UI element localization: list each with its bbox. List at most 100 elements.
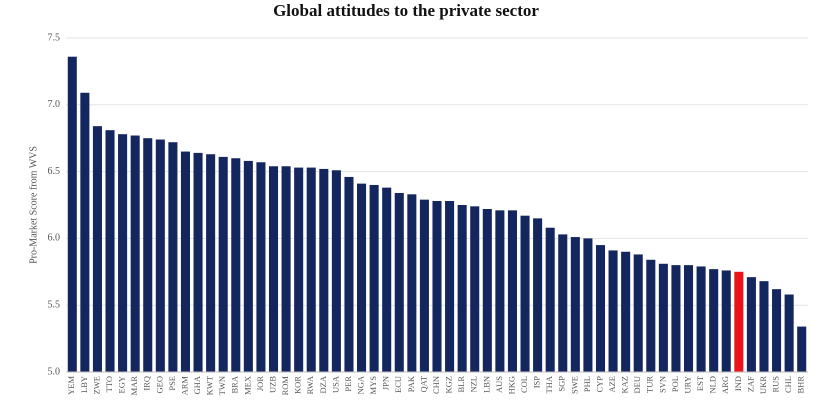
bar bbox=[180, 151, 191, 372]
bar bbox=[734, 271, 744, 372]
bar bbox=[709, 269, 719, 372]
y-tick-label: 6.5 bbox=[48, 166, 61, 177]
x-tick-label: NZL bbox=[469, 376, 479, 393]
bar bbox=[671, 265, 681, 372]
bar bbox=[797, 326, 807, 372]
bar bbox=[646, 259, 656, 372]
x-tick-label: NLD bbox=[708, 376, 718, 393]
bar bbox=[394, 192, 404, 372]
bar bbox=[658, 263, 668, 372]
bar bbox=[193, 152, 203, 372]
x-tick-label: TWN bbox=[217, 376, 227, 395]
bar bbox=[143, 138, 153, 372]
bar bbox=[67, 56, 77, 372]
bar bbox=[772, 289, 782, 372]
x-tick-label: PAK bbox=[406, 375, 416, 392]
x-tick-label: IND bbox=[733, 376, 743, 391]
y-tick-label: 7.5 bbox=[48, 32, 61, 43]
chart-title: Global attitudes to the private sector bbox=[273, 1, 539, 20]
x-tick-label: KWT bbox=[205, 375, 215, 395]
x-tick-label: ISP bbox=[532, 376, 542, 389]
y-tick-label: 6.0 bbox=[48, 233, 61, 244]
x-tick-label: UKR bbox=[758, 376, 768, 394]
x-tick-label: RUS bbox=[771, 376, 781, 393]
bar bbox=[319, 168, 329, 372]
x-tick-label: COL bbox=[519, 376, 529, 393]
bar bbox=[683, 265, 694, 372]
x-tick-label: CHL bbox=[783, 376, 793, 393]
bar bbox=[545, 227, 555, 372]
bar bbox=[520, 215, 530, 372]
bar bbox=[445, 200, 455, 372]
x-tick-label: TTO bbox=[104, 376, 114, 392]
bar bbox=[633, 254, 643, 372]
bar bbox=[533, 218, 543, 372]
bar bbox=[105, 130, 115, 372]
bar bbox=[344, 176, 354, 372]
x-tick-label: USA bbox=[330, 375, 340, 393]
y-tick-label: 5.5 bbox=[48, 299, 61, 310]
y-axis-label: Pro-Market Score from WVS bbox=[28, 146, 39, 264]
x-tick-label: RWA bbox=[305, 375, 315, 394]
bar bbox=[118, 134, 128, 372]
x-tick-label: GEO bbox=[154, 376, 164, 393]
x-tick-label: ARG bbox=[720, 376, 730, 394]
bar bbox=[507, 210, 517, 372]
x-tick-label: KOR bbox=[293, 376, 303, 394]
x-tick-label: MYS bbox=[368, 376, 378, 395]
bar bbox=[294, 167, 304, 372]
x-tick-label: ZAF bbox=[745, 376, 755, 392]
bar bbox=[784, 294, 794, 372]
x-tick-label: AZE bbox=[607, 376, 617, 393]
bar bbox=[206, 154, 216, 372]
bar bbox=[432, 200, 442, 372]
y-tick-label: 7.0 bbox=[48, 99, 61, 110]
bar bbox=[570, 237, 580, 372]
x-tick-label: IRQ bbox=[142, 376, 152, 391]
x-tick-label: QAT bbox=[418, 375, 428, 392]
x-tick-label: BLR bbox=[456, 376, 466, 393]
bar bbox=[470, 206, 480, 372]
x-tick-label: EGY bbox=[117, 376, 127, 393]
bar bbox=[281, 166, 291, 372]
x-tick-label: BHR bbox=[796, 376, 806, 394]
bar bbox=[457, 205, 467, 372]
x-tick-label: GHA bbox=[192, 375, 202, 394]
x-tick-label: LBN bbox=[481, 376, 491, 393]
bar bbox=[558, 234, 568, 372]
x-tick-label: BRA bbox=[230, 375, 240, 393]
bar bbox=[407, 194, 417, 372]
x-tick-label: KGZ bbox=[444, 376, 454, 393]
x-tick-label: PER bbox=[343, 376, 353, 392]
bar bbox=[306, 167, 316, 372]
bar bbox=[721, 270, 731, 372]
y-tick-label: 5.0 bbox=[48, 366, 61, 377]
bar bbox=[608, 250, 618, 372]
x-tick-label: HKG bbox=[506, 376, 516, 394]
x-tick-label: YEM bbox=[66, 376, 76, 395]
x-tick-label: POL bbox=[670, 376, 680, 392]
x-tick-label: SVN bbox=[657, 376, 667, 393]
x-tick-label: MEX bbox=[242, 376, 252, 395]
bar bbox=[130, 135, 140, 372]
bar bbox=[419, 199, 429, 372]
bar bbox=[268, 166, 279, 372]
x-tick-label: SGP bbox=[557, 376, 567, 392]
bar bbox=[759, 281, 769, 372]
bar bbox=[256, 162, 266, 372]
bar bbox=[231, 158, 241, 372]
x-tick-label: ARM bbox=[179, 376, 189, 396]
x-tick-label: DEU bbox=[632, 376, 642, 393]
bar bbox=[92, 126, 102, 373]
x-tick-label: THA bbox=[544, 375, 554, 393]
bar bbox=[357, 183, 367, 372]
x-tick-label: MAR bbox=[129, 376, 139, 396]
bar bbox=[482, 209, 492, 372]
x-tick-label: NGA bbox=[355, 375, 365, 394]
bar bbox=[331, 170, 341, 372]
x-tick-label: ECU bbox=[393, 376, 403, 393]
x-tick-label: URY bbox=[682, 376, 692, 393]
x-tick-label: SWE bbox=[569, 376, 579, 394]
x-tick-label: JOR bbox=[255, 376, 265, 391]
